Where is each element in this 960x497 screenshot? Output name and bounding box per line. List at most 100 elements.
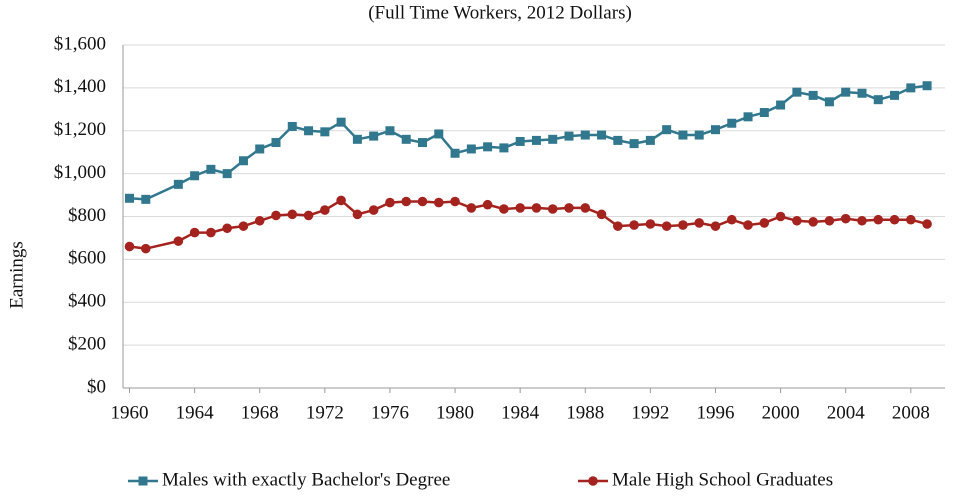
data-point xyxy=(499,204,509,214)
data-point xyxy=(531,203,542,213)
x-tick-label: 2004 xyxy=(827,402,866,423)
data-point xyxy=(596,209,607,220)
data-point xyxy=(482,199,493,210)
y-tick-label: $1,000 xyxy=(54,162,106,183)
data-point xyxy=(385,126,395,136)
data-point xyxy=(499,143,509,153)
legend-label: Males with exactly Bachelor's Degree xyxy=(162,469,450,490)
y-axis-label: Earnings xyxy=(6,241,27,309)
data-point xyxy=(271,210,281,221)
data-point xyxy=(857,215,867,226)
data-point xyxy=(531,135,541,145)
data-point xyxy=(336,117,346,127)
data-point xyxy=(710,125,720,135)
data-point xyxy=(206,164,216,174)
data-point xyxy=(433,197,444,208)
data-point xyxy=(678,130,688,140)
y-tick-label: $800 xyxy=(68,205,106,226)
data-point xyxy=(206,227,216,238)
data-point xyxy=(124,241,135,252)
data-point xyxy=(873,214,884,225)
data-point xyxy=(271,138,281,148)
y-tick-label: $600 xyxy=(68,248,106,269)
data-point xyxy=(287,121,297,131)
data-point xyxy=(889,214,900,225)
data-point xyxy=(922,81,932,91)
data-point xyxy=(385,197,395,208)
data-point xyxy=(629,139,639,149)
data-point xyxy=(369,131,379,141)
data-point xyxy=(662,125,672,135)
data-point xyxy=(922,219,932,229)
x-tick-label: 1984 xyxy=(501,402,540,423)
data-point xyxy=(222,169,232,179)
x-tick-label: 1996 xyxy=(696,402,734,423)
data-point xyxy=(906,83,916,93)
data-point xyxy=(890,90,900,100)
y-tick-label: $1,400 xyxy=(54,76,106,97)
data-point xyxy=(173,236,184,246)
data-point xyxy=(857,88,867,98)
y-tick-label: $200 xyxy=(68,333,106,354)
x-tick-label: 1980 xyxy=(436,402,474,423)
data-point xyxy=(743,112,753,122)
data-point xyxy=(222,223,232,234)
legend-label: Male High School Graduates xyxy=(612,469,833,490)
data-point xyxy=(450,148,460,158)
chart-subtitle: (Full Time Workers, 2012 Dollars) xyxy=(368,2,632,23)
data-point xyxy=(792,87,802,97)
x-tick-label: 1968 xyxy=(241,402,279,423)
data-point xyxy=(613,135,623,145)
data-point xyxy=(645,135,655,145)
data-point xyxy=(466,144,476,154)
data-point xyxy=(336,195,346,206)
data-point xyxy=(434,129,444,139)
series-line xyxy=(129,84,928,201)
data-point xyxy=(418,138,428,148)
y-tick-label: $0 xyxy=(87,376,106,397)
data-point xyxy=(824,215,835,226)
data-point xyxy=(808,217,818,227)
data-point xyxy=(775,211,786,222)
data-point xyxy=(189,227,200,238)
data-point xyxy=(759,108,769,118)
data-point xyxy=(125,193,135,203)
y-tick-label: $1,200 xyxy=(54,119,106,140)
data-point xyxy=(352,209,363,220)
data-point xyxy=(694,130,704,140)
data-point xyxy=(352,134,362,144)
data-point xyxy=(841,87,851,97)
data-point xyxy=(564,131,574,141)
data-point xyxy=(368,205,379,215)
data-point xyxy=(287,209,298,220)
data-point xyxy=(466,203,477,213)
data-point xyxy=(824,97,834,107)
data-point xyxy=(401,196,412,207)
data-point xyxy=(580,203,591,213)
x-tick-label: 2008 xyxy=(892,402,930,423)
data-point xyxy=(515,136,525,146)
x-tick-label: 1972 xyxy=(306,402,344,423)
data-point xyxy=(564,203,574,213)
data-point xyxy=(238,221,249,231)
data-point xyxy=(726,214,737,225)
data-point xyxy=(710,221,721,231)
y-tick-label: $1,600 xyxy=(54,33,106,54)
y-tick-label: $400 xyxy=(68,291,106,312)
data-point xyxy=(483,142,493,152)
legend-marker xyxy=(138,476,148,486)
data-point xyxy=(547,204,558,214)
data-point xyxy=(873,95,883,105)
legend-marker xyxy=(588,476,598,486)
data-point xyxy=(580,130,590,140)
data-point xyxy=(727,118,737,128)
data-point xyxy=(450,196,460,207)
data-point xyxy=(401,134,411,144)
x-tick-label: 1976 xyxy=(371,402,409,423)
data-point xyxy=(792,215,802,226)
data-point xyxy=(743,220,753,230)
data-point xyxy=(515,203,525,213)
data-point xyxy=(548,134,558,144)
data-point xyxy=(694,218,705,228)
